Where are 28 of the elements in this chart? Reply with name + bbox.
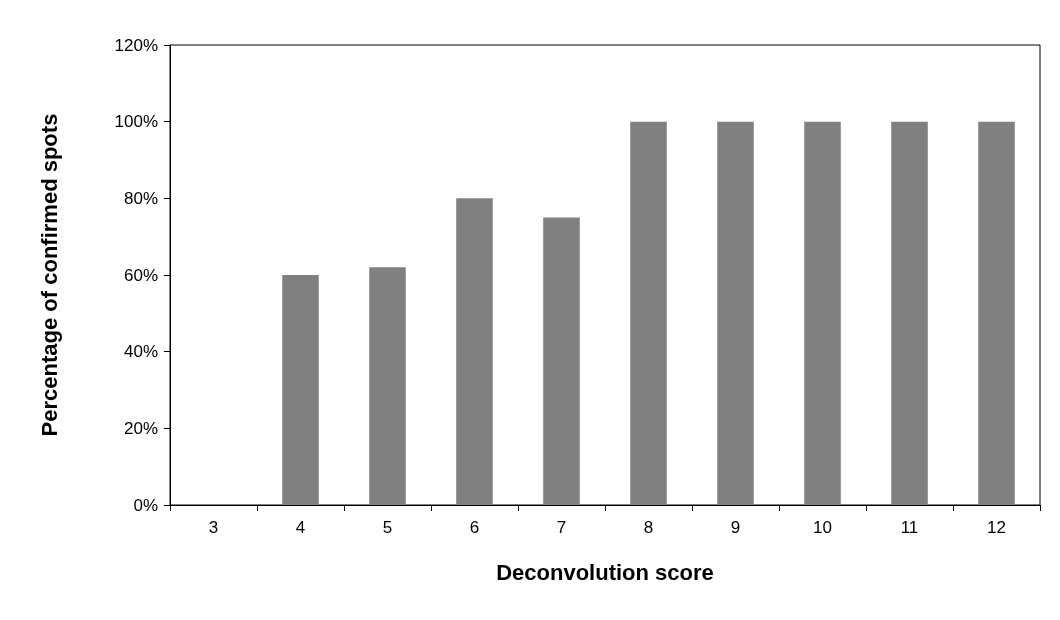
y-tick-label: 20% — [123, 418, 158, 438]
bar — [456, 198, 493, 505]
y-tick-label: 40% — [123, 342, 158, 362]
y-axis-title: Percentage of confirmed spots — [36, 113, 62, 437]
x-tick-label: 12 — [987, 518, 1006, 537]
y-tick-label: 0% — [133, 495, 158, 515]
x-tick-label: 4 — [295, 518, 306, 537]
bar — [978, 121, 1015, 505]
bar — [282, 275, 319, 505]
x-tick-label: 5 — [382, 518, 393, 537]
y-tick-label: 80% — [123, 188, 158, 208]
bar — [804, 121, 841, 505]
bar — [717, 121, 754, 505]
x-tick-label: 8 — [643, 518, 654, 537]
x-tick-label: 11 — [900, 518, 919, 537]
y-tick-label: 100% — [114, 112, 158, 132]
x-tick-label: 9 — [730, 518, 741, 537]
x-axis-title: Deconvolution score — [496, 559, 714, 585]
x-tick-label: 6 — [469, 518, 480, 537]
y-tick-label: 120% — [114, 35, 158, 55]
bar — [891, 121, 928, 505]
x-tick-label: 10 — [813, 518, 832, 537]
bar — [369, 267, 406, 505]
x-tick-label: 3 — [208, 518, 219, 537]
bar — [630, 121, 667, 505]
x-tick-label: 7 — [556, 518, 567, 537]
y-tick-label: 60% — [123, 265, 158, 285]
bar — [543, 217, 580, 505]
